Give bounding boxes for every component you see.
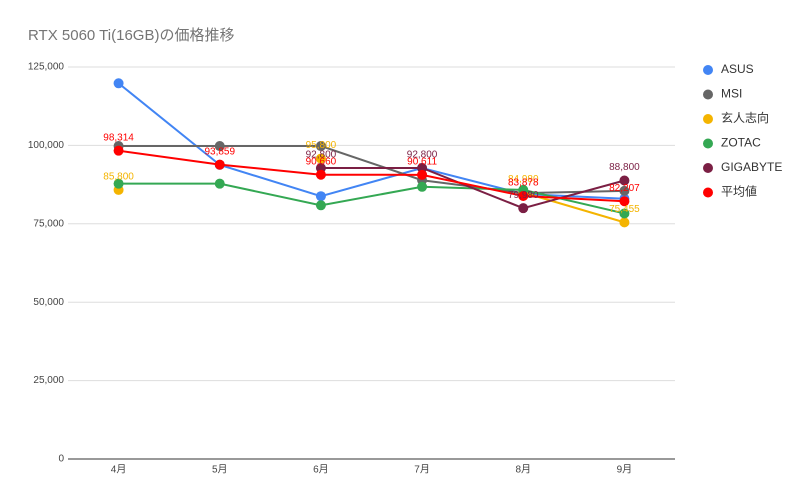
data-point	[417, 162, 428, 173]
y-tick-label: 25,000	[33, 375, 64, 386]
data-point	[619, 196, 630, 207]
y-tick-label: 100,000	[28, 140, 65, 151]
data-point	[214, 178, 225, 189]
data-point	[315, 141, 326, 152]
y-tick-label: 125,000	[28, 62, 65, 73]
x-tick-label: 7月	[414, 464, 430, 476]
legend-marker	[703, 187, 713, 198]
data-point	[417, 169, 428, 180]
data-point	[214, 159, 225, 170]
data-point	[619, 175, 630, 186]
data-point	[214, 141, 225, 152]
data-point	[113, 178, 124, 189]
data-point	[619, 208, 630, 219]
data-label: 85,800	[103, 172, 134, 183]
data-label: 90,660	[306, 156, 337, 167]
x-tick-label: 9月	[617, 464, 633, 476]
y-tick-label: 75,000	[33, 218, 64, 229]
data-point	[619, 217, 630, 228]
data-point	[619, 185, 630, 196]
legend-label: ASUS	[721, 62, 754, 76]
legend-marker	[703, 89, 713, 100]
data-label: 90,611	[407, 156, 437, 167]
legend-label: ZOTAC	[721, 136, 761, 150]
data-label: 92,800	[407, 150, 438, 161]
x-tick-label: 5月	[212, 464, 228, 476]
data-label: 82,207	[609, 183, 640, 194]
x-tick-label: 4月	[111, 464, 127, 476]
series-line	[118, 149, 625, 203]
data-label: 92,800	[306, 150, 337, 161]
y-tick-label: 0	[58, 454, 64, 465]
legend-label: 玄人志向	[721, 110, 769, 125]
data-label: 88,800	[609, 162, 640, 173]
series-line	[118, 145, 625, 195]
series-line	[118, 182, 625, 215]
x-tick-label: 6月	[313, 464, 329, 476]
legend-marker	[703, 65, 713, 75]
legend-marker	[703, 114, 713, 124]
legend-label: 平均値	[721, 184, 757, 199]
legend-label: GIGABYTE	[721, 160, 782, 174]
data-point	[315, 191, 326, 202]
data-point	[315, 169, 326, 180]
x-tick-label: 8月	[515, 464, 531, 476]
data-label: 93,859	[204, 146, 235, 157]
legend-marker	[703, 163, 713, 173]
legend-marker	[703, 138, 713, 149]
data-label: 95,800	[306, 140, 337, 151]
data-point	[315, 200, 326, 211]
data-label: 98,314	[103, 132, 134, 143]
data-point	[113, 78, 124, 89]
y-tick-label: 50,000	[33, 297, 64, 308]
legend-label: MSI	[721, 87, 742, 101]
chart-title: RTX 5060 Ti(16GB)の価格推移	[28, 27, 234, 44]
data-point	[518, 190, 529, 201]
data-label: 79,980	[508, 190, 539, 201]
data-label: 75,455	[609, 204, 640, 215]
data-point	[518, 203, 529, 214]
data-point	[113, 145, 124, 156]
data-label: 84,980	[508, 174, 539, 185]
data-point	[417, 181, 428, 192]
series-line	[320, 166, 625, 210]
data-point	[315, 153, 326, 164]
data-label: 83,878	[508, 178, 539, 189]
